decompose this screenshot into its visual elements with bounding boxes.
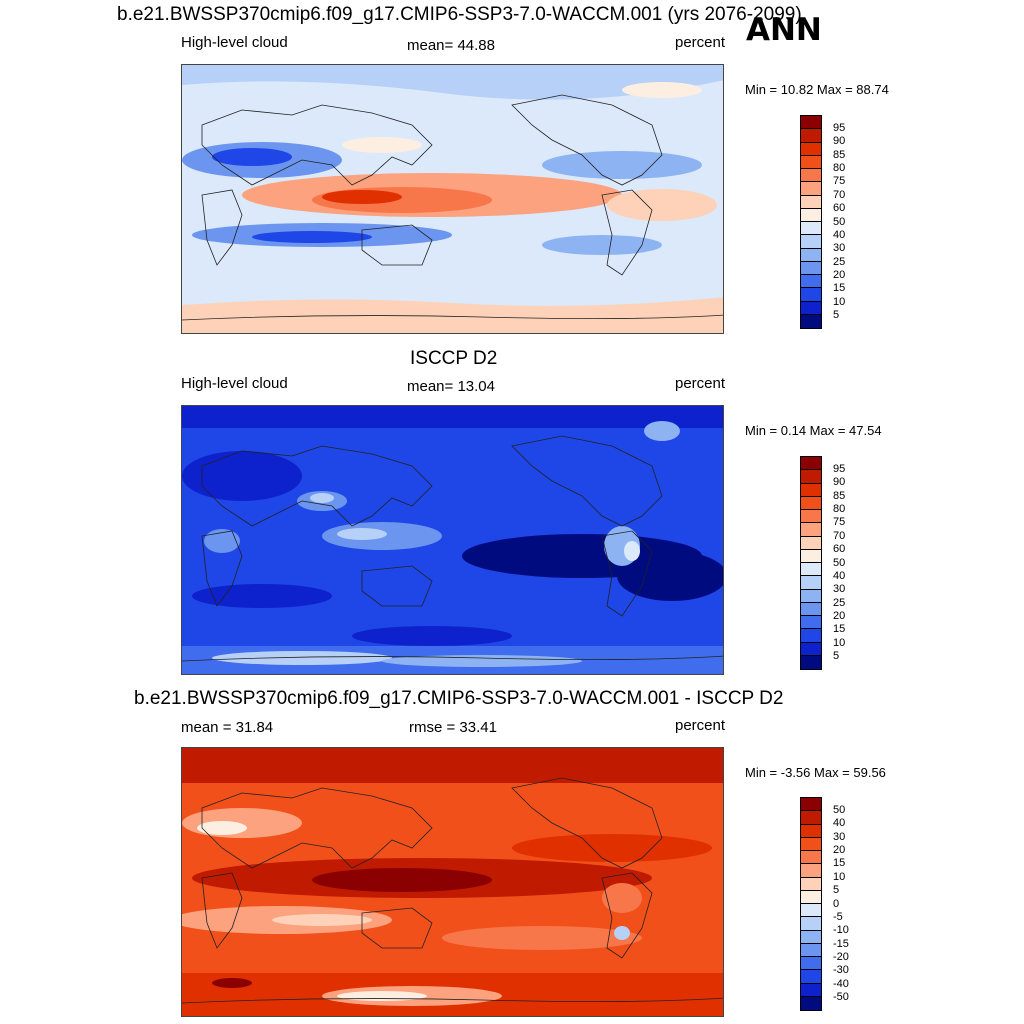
panel2-units-label: percent xyxy=(675,375,726,392)
panel1-units-label: percent xyxy=(675,34,726,51)
season-label: ANN xyxy=(746,12,822,48)
panel2-colorbar xyxy=(800,456,822,670)
colorbar-tick-label: 10 xyxy=(833,637,846,649)
colorbar-tick-label: 30 xyxy=(833,583,846,595)
colorbar-tick-label: 75 xyxy=(833,175,846,187)
colorbar-tick-label: 50 xyxy=(833,216,846,228)
panel2-mean-label: mean= 13.04 xyxy=(407,378,495,395)
colorbar-tick-label: 50 xyxy=(833,804,846,816)
colorbar-tick-label: 80 xyxy=(833,162,846,174)
colorbar-tick-label: 85 xyxy=(833,149,846,161)
panel2-variable-label: High-level cloud xyxy=(181,375,288,392)
colorbar-tick-label: 25 xyxy=(833,597,846,609)
colorbar-tick-label: 95 xyxy=(833,463,846,475)
colorbar-tick-label: 5 xyxy=(833,650,840,662)
colorbar-tick-label: 70 xyxy=(833,189,846,201)
colorbar-tick-label: -40 xyxy=(833,978,849,990)
colorbar-tick-label: 75 xyxy=(833,516,846,528)
colorbar-tick-label: 15 xyxy=(833,623,846,635)
colorbar-tick-label: 50 xyxy=(833,557,846,569)
colorbar-tick-label: 90 xyxy=(833,135,846,147)
panel2-minmax: Min = 0.14 Max = 47.54 xyxy=(745,423,882,438)
colorbar-tick-label: -20 xyxy=(833,951,849,963)
colorbar-tick-label: 70 xyxy=(833,530,846,542)
colorbar-tick-label: 5 xyxy=(833,884,840,896)
colorbar-tick-label: -5 xyxy=(833,911,843,923)
panel3-rmse-label: rmse = 33.41 xyxy=(409,719,497,736)
panel3-difference-map xyxy=(181,747,724,1017)
panel1-mean-label: mean= 44.88 xyxy=(407,37,495,54)
colorbar-tick-label: 5 xyxy=(833,309,840,321)
panel3-minmax: Min = -3.56 Max = 59.56 xyxy=(745,765,886,780)
colorbar-tick-label: 0 xyxy=(833,898,840,910)
colorbar-tick-label: -10 xyxy=(833,924,849,936)
panel2-section-title: ISCCP D2 xyxy=(410,348,498,369)
colorbar-tick-label: -30 xyxy=(833,964,849,976)
colorbar-tick-label: 85 xyxy=(833,490,846,502)
colorbar-tick-label: 20 xyxy=(833,610,846,622)
colorbar-tick-label: -50 xyxy=(833,991,849,1003)
colorbar-tick-label: 80 xyxy=(833,503,846,515)
colorbar-tick-label: 40 xyxy=(833,570,846,582)
panel1-minmax: Min = 10.82 Max = 88.74 xyxy=(745,82,889,97)
colorbar-tick-label: 30 xyxy=(833,242,846,254)
panel3-mean-label: mean = 31.84 xyxy=(181,719,274,736)
colorbar-tick-label: 25 xyxy=(833,256,846,268)
colorbar-tick-label: 20 xyxy=(833,269,846,281)
colorbar-tick-label: 95 xyxy=(833,122,846,134)
colorbar-tick-label: 90 xyxy=(833,476,846,488)
panel2-obs-map xyxy=(181,405,724,675)
colorbar-tick-label: -15 xyxy=(833,938,849,950)
colorbar-tick-label: 60 xyxy=(833,543,846,555)
panel3-colorbar xyxy=(800,797,822,1011)
figure-title: b.e21.BWSSP370cmip6.f09_g17.CMIP6-SSP3-7… xyxy=(117,4,802,25)
colorbar-tick-label: 30 xyxy=(833,831,846,843)
panel3-section-title: b.e21.BWSSP370cmip6.f09_g17.CMIP6-SSP3-7… xyxy=(134,688,784,709)
colorbar-tick-label: 15 xyxy=(833,282,846,294)
panel1-model-map xyxy=(181,64,724,334)
colorbar-tick-label: 15 xyxy=(833,857,846,869)
colorbar-tick-label: 10 xyxy=(833,296,846,308)
colorbar-tick-label: 20 xyxy=(833,844,846,856)
panel3-units-label: percent xyxy=(675,717,726,734)
colorbar-tick-label: 60 xyxy=(833,202,846,214)
colorbar-tick-label: 40 xyxy=(833,817,846,829)
panel1-colorbar xyxy=(800,115,822,329)
colorbar-tick-label: 10 xyxy=(833,871,846,883)
colorbar-tick-label: 40 xyxy=(833,229,846,241)
panel1-variable-label: High-level cloud xyxy=(181,34,288,51)
